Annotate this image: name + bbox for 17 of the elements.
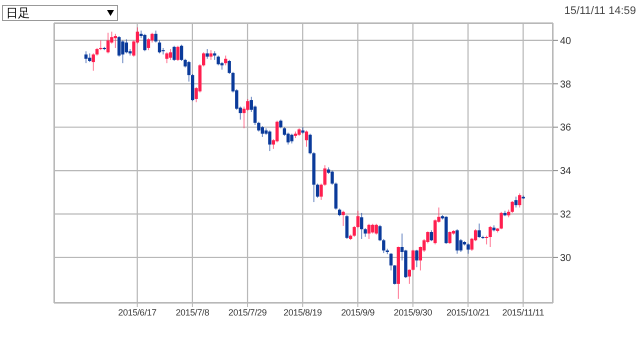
- x-tick-label: 2015/7/29: [228, 307, 267, 318]
- x-tick-label: 2015/7/8: [176, 307, 210, 318]
- x-tick-label: 2015/10/21: [446, 307, 490, 318]
- x-tick-label: 2015/9/30: [394, 307, 432, 318]
- candlestick: [484, 235, 488, 245]
- text: 15/11/11 14:59: [564, 5, 636, 17]
- x-tick-label: 2015/11/11: [502, 307, 544, 318]
- period-dropdown: 日足: [2, 5, 118, 21]
- y-tick-label: 38: [560, 79, 572, 90]
- y-tick-label: 32: [560, 210, 572, 221]
- x-tick-label: 2015/9/9: [341, 307, 375, 318]
- y-tick-label: 40: [560, 36, 572, 47]
- x-tick-label: 2015/6/17: [118, 307, 157, 318]
- x-tick-label: 2015/8/19: [284, 307, 322, 318]
- y-tick-label: 36: [560, 122, 572, 134]
- y-tick-label: 34: [560, 166, 572, 178]
- y-tick-label: 30: [560, 252, 572, 264]
